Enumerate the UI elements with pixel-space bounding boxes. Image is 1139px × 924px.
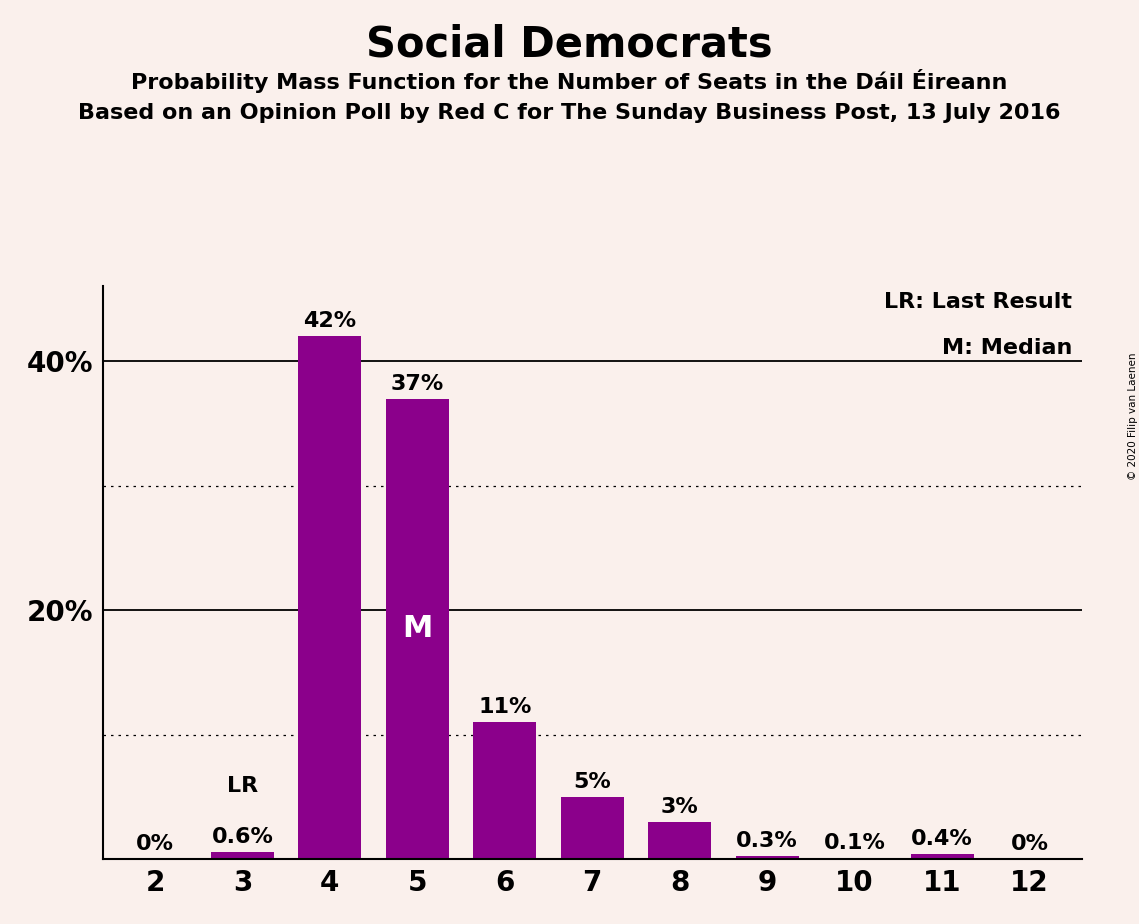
Text: 0%: 0%: [1010, 834, 1049, 855]
Text: 11%: 11%: [478, 698, 532, 717]
Text: 0.3%: 0.3%: [736, 831, 798, 851]
Text: 0.6%: 0.6%: [212, 827, 273, 847]
Text: 0.1%: 0.1%: [823, 833, 886, 853]
Bar: [736, 856, 798, 859]
Text: 3%: 3%: [661, 797, 698, 817]
Text: LR: Last Result: LR: Last Result: [884, 292, 1072, 312]
Bar: [474, 723, 536, 859]
Bar: [648, 822, 711, 859]
Bar: [386, 398, 449, 859]
Text: 0%: 0%: [136, 834, 174, 855]
Text: Probability Mass Function for the Number of Seats in the Dáil Éireann: Probability Mass Function for the Number…: [131, 69, 1008, 93]
Text: M: M: [402, 614, 433, 643]
Text: Social Democrats: Social Democrats: [366, 23, 773, 65]
Text: 37%: 37%: [391, 373, 444, 394]
Bar: [560, 797, 624, 859]
Text: 0.4%: 0.4%: [911, 830, 973, 849]
Text: © 2020 Filip van Laenen: © 2020 Filip van Laenen: [1129, 352, 1138, 480]
Text: M: Median: M: Median: [942, 338, 1072, 358]
Text: LR: LR: [227, 776, 259, 796]
Bar: [298, 336, 361, 859]
Bar: [211, 852, 274, 859]
Bar: [823, 858, 886, 859]
Text: 5%: 5%: [573, 772, 612, 792]
Text: 42%: 42%: [303, 311, 357, 332]
Bar: [911, 855, 974, 859]
Text: Based on an Opinion Poll by Red C for The Sunday Business Post, 13 July 2016: Based on an Opinion Poll by Red C for Th…: [79, 103, 1060, 124]
